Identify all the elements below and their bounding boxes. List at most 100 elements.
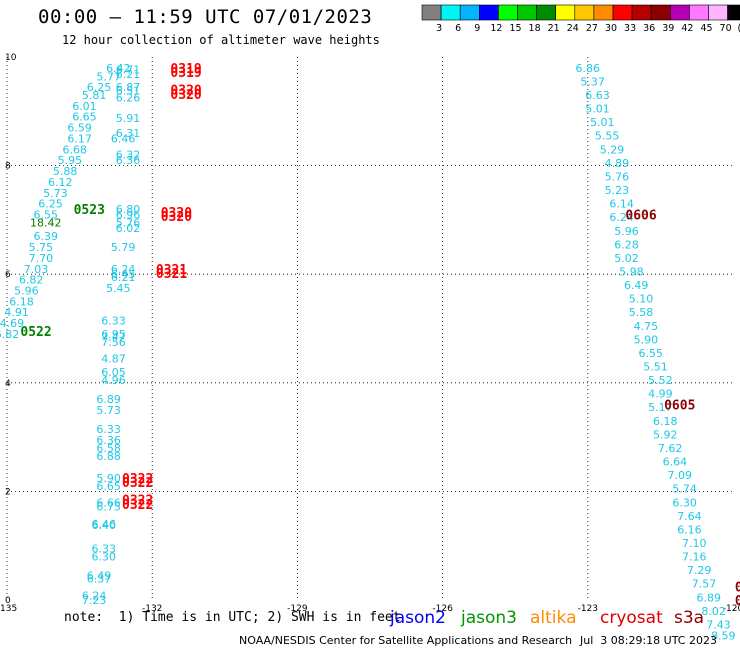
wave-height-label: 4.99 [648, 388, 673, 401]
color-scale-swatch [708, 4, 728, 21]
wave-height-label: 6.63 [585, 89, 610, 102]
wave-height-label: 6.36 [96, 434, 121, 447]
wave-height-label: 7.10 [682, 537, 707, 550]
wave-height-label: 7.09 [668, 469, 693, 482]
time-label: 06 [735, 580, 740, 595]
wave-height-label: 6.82 [0, 328, 19, 341]
wave-height-label: 6.46 [92, 518, 117, 531]
wave-height-label: 6.65 [96, 480, 121, 493]
wave-height-label: 6.89 [697, 591, 722, 604]
wave-height-label: 6.05 [101, 366, 126, 379]
y-tick-label: 10 [5, 53, 17, 63]
color-scale-swatch [555, 4, 576, 21]
chart-subtitle: 12 hour collection of altimeter wave hei… [62, 33, 380, 47]
wave-height-label: 7.29 [687, 564, 712, 577]
wave-height-label: 6.24 [609, 211, 634, 224]
wave-height-label: 6.21 [111, 271, 136, 284]
wave-height-label: 4.89 [605, 157, 630, 170]
wave-height-label: 6.95 [101, 328, 126, 341]
wave-height-label: 5.17 [648, 401, 673, 414]
color-scale-label: 12 [490, 23, 502, 34]
wave-height-label: 6.26 [116, 92, 141, 105]
color-scale-swatch [650, 4, 671, 21]
wave-height-label: 6.59 [67, 122, 92, 135]
wave-height-label: 6.25 [38, 198, 63, 211]
satellite-label-jason2: jason2 [390, 608, 446, 628]
wave-height-label: 5.76 [116, 217, 141, 230]
x-tick-label: -120 [723, 604, 740, 614]
color-scale-swatch [421, 4, 442, 21]
wave-height-label: 5.76 [605, 170, 630, 183]
time-label: 0319 [170, 62, 201, 77]
wave-height-label: 5.10 [629, 293, 654, 306]
wave-height-label: 7.03 [24, 263, 49, 276]
wave-height-label: 6.21 [116, 68, 141, 81]
wave-height-label: 5.73 [43, 187, 68, 200]
time-label: 0321 [156, 263, 187, 278]
wave-height-label: 6.24 [82, 590, 107, 603]
wave-height-label: 5.73 [96, 404, 121, 417]
wave-height-label: 6.28 [614, 238, 639, 251]
wave-height-label: 6.68 [63, 143, 88, 156]
satellite-label-s3a: s3a [674, 608, 705, 628]
wave-height-label: 6.33 [101, 314, 126, 327]
wave-height-label: 6.64 [663, 456, 688, 469]
wave-height-label: 6.96 [116, 208, 141, 221]
color-scale-label: 42 [681, 23, 693, 34]
color-scale-label: 24 [567, 23, 579, 34]
time-label: 0320 [170, 84, 201, 99]
wave-height-label: 8.59 [711, 629, 736, 642]
color-scale-swatch [631, 4, 652, 21]
wave-height-label: 5.90 [634, 333, 659, 346]
color-scale-label: 3 [436, 23, 442, 34]
color-scale-swatch [727, 4, 740, 21]
wave-height-label: 6.49 [87, 570, 112, 583]
wave-height-label: 6.12 [48, 176, 73, 189]
wave-height-label: 5.92 [653, 428, 678, 441]
wave-height-label: 5.37 [580, 75, 605, 88]
wave-height-label: 6.31 [116, 127, 141, 140]
time-label: 0319 [170, 66, 201, 81]
time-label: 0605 [664, 399, 695, 414]
satellite-label-cryosat: cryosat [600, 608, 663, 628]
time-label: 0321 [156, 267, 187, 282]
time-label: 0322 [122, 472, 153, 487]
color-scale-label: 30 [605, 23, 617, 34]
wave-height-label: 6.82 [19, 274, 44, 287]
wave-height-label: 5.79 [111, 241, 136, 254]
wave-height-label: 6.40 [92, 519, 117, 532]
note-text: note: 1) Time is in UTC; 2) SWH is in fe… [64, 610, 401, 625]
y-tick-label: 0 [5, 596, 11, 606]
wave-height-label: 5.45 [106, 282, 131, 295]
wave-height-label: 7.57 [692, 578, 717, 591]
wave-height-label: 5.02 [614, 252, 639, 265]
wave-height-label: 18.42 [30, 217, 62, 230]
wave-height-label: 6.16 [677, 523, 702, 536]
time-label: 0320 [170, 88, 201, 103]
wave-height-label: 5.55 [595, 130, 620, 143]
wave-height-label: 7.16 [682, 551, 707, 564]
wave-height-label: 7.43 [706, 618, 731, 631]
wave-height-label: 4.69 [0, 317, 24, 330]
wave-height-label: 6.18 [653, 415, 678, 428]
color-scale-swatch [517, 4, 537, 21]
wave-height-label: 6.51 [116, 85, 141, 98]
color-scale-swatch [669, 4, 690, 21]
wave-height-label: 6.36 [116, 154, 141, 167]
color-scale-label: 70 [720, 23, 732, 34]
wave-height-label: 6.25 [87, 81, 112, 94]
wave-height-label: 6.88 [96, 450, 121, 463]
wave-height-label: 5.96 [14, 284, 39, 297]
wave-height-label: 7.47 [101, 331, 126, 344]
y-tick-label: 2 [5, 487, 11, 497]
color-scale-label: 9 [474, 23, 480, 34]
wave-height-label: 5.91 [116, 112, 141, 125]
wave-height-label: 5.01 [585, 103, 610, 116]
wave-height-label: 7.64 [677, 510, 702, 523]
wave-height-label: 5.81 [82, 89, 107, 102]
time-label: 06 [735, 594, 740, 609]
wave-height-label: 6.33 [96, 423, 121, 436]
wave-height-label: 7.62 [658, 442, 683, 455]
wave-height-label: 7.56 [101, 336, 126, 349]
chart-title: 00:00 – 11:59 UTC 07/01/2023 [38, 6, 373, 28]
